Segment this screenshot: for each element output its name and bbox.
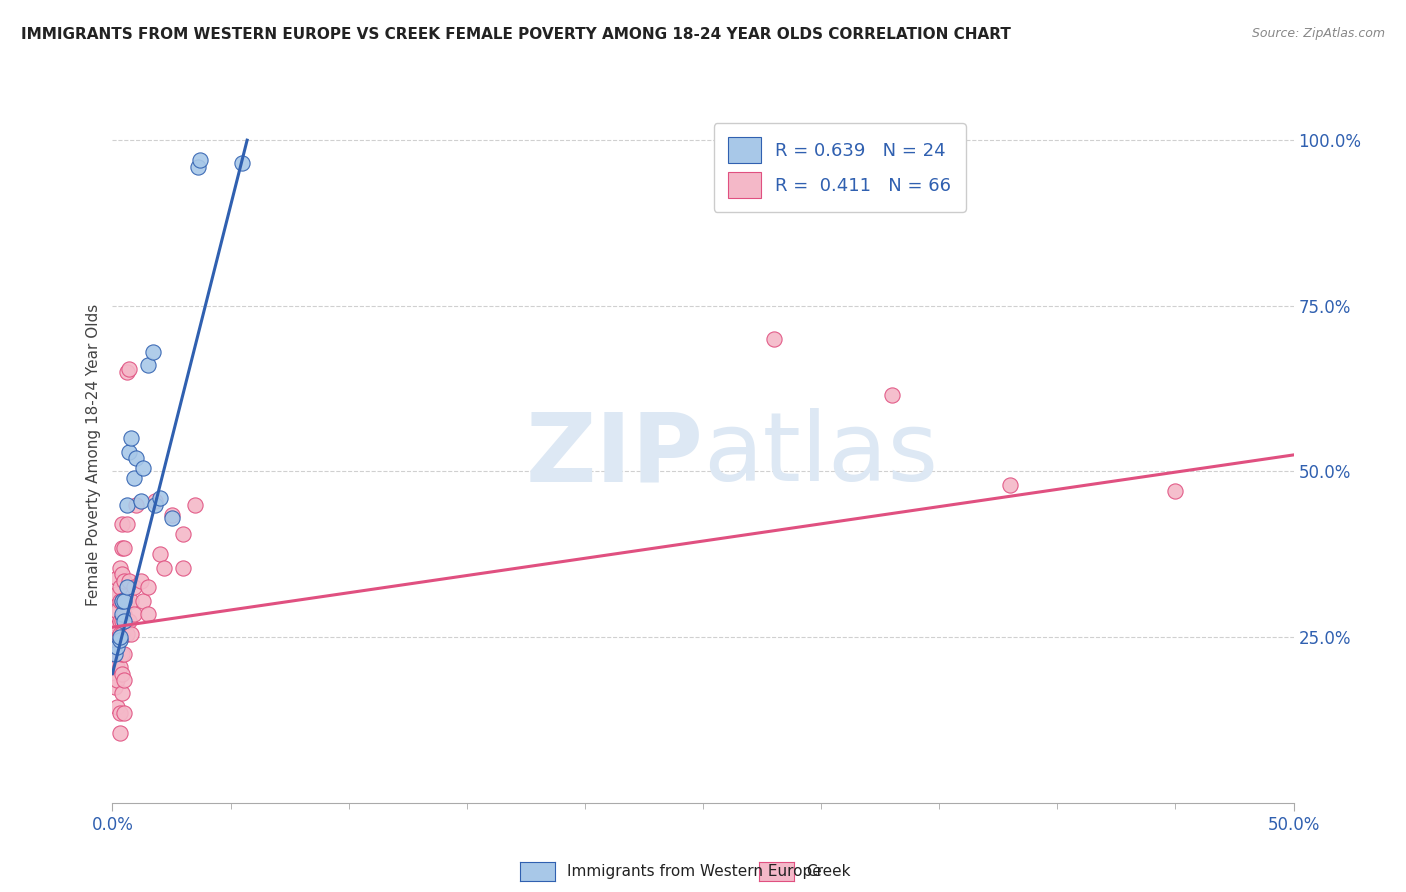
- Text: Creek: Creek: [806, 864, 851, 879]
- Point: [998, 477, 1021, 491]
- Point: [105, 647, 128, 661]
- Point: [112, 673, 135, 688]
- Point: [184, 498, 207, 512]
- Point: [118, 444, 141, 458]
- Point: [112, 706, 135, 721]
- Point: [111, 666, 134, 681]
- Point: [108, 614, 131, 628]
- Point: [105, 570, 128, 584]
- Point: [132, 461, 155, 475]
- Point: [160, 511, 183, 525]
- Point: [118, 614, 141, 628]
- Point: [136, 581, 159, 595]
- Point: [125, 451, 148, 466]
- Point: [172, 527, 194, 541]
- Point: [122, 471, 145, 485]
- Text: Source: ZipAtlas.com: Source: ZipAtlas.com: [1251, 27, 1385, 40]
- Point: [120, 593, 142, 607]
- Point: [129, 494, 152, 508]
- Point: [188, 153, 211, 167]
- Point: [105, 587, 128, 601]
- Point: [108, 581, 131, 595]
- Point: [111, 593, 134, 607]
- Point: [153, 560, 176, 574]
- Point: [112, 593, 135, 607]
- Point: [111, 567, 134, 582]
- Point: [115, 517, 138, 532]
- Point: [186, 160, 208, 174]
- Point: [142, 345, 165, 359]
- Point: [122, 581, 145, 595]
- Point: [115, 365, 138, 379]
- Point: [115, 593, 138, 607]
- Legend: R = 0.639   N = 24, R =  0.411   N = 66: R = 0.639 N = 24, R = 0.411 N = 66: [714, 123, 966, 212]
- Point: [105, 673, 128, 688]
- Y-axis label: Female Poverty Among 18-24 Year Olds: Female Poverty Among 18-24 Year Olds: [86, 304, 101, 606]
- Point: [105, 620, 128, 634]
- Point: [108, 726, 131, 740]
- Point: [112, 541, 135, 555]
- Text: atlas: atlas: [703, 409, 938, 501]
- Point: [112, 647, 135, 661]
- Point: [115, 581, 138, 595]
- Point: [112, 614, 135, 628]
- Text: IMMIGRANTS FROM WESTERN EUROPE VS CREEK FEMALE POVERTY AMONG 18-24 YEAR OLDS COR: IMMIGRANTS FROM WESTERN EUROPE VS CREEK …: [21, 27, 1011, 42]
- Point: [108, 630, 131, 644]
- Point: [111, 607, 134, 621]
- Point: [125, 498, 148, 512]
- Point: [112, 574, 135, 588]
- Point: [122, 607, 145, 621]
- Point: [111, 686, 134, 700]
- Point: [880, 388, 903, 402]
- Point: [1164, 484, 1187, 499]
- Point: [143, 494, 166, 508]
- Point: [104, 607, 127, 621]
- Point: [111, 541, 134, 555]
- Point: [149, 491, 172, 505]
- Point: [108, 560, 131, 574]
- Point: [105, 633, 128, 648]
- Point: [136, 607, 159, 621]
- Point: [143, 498, 166, 512]
- Point: [115, 498, 138, 512]
- Point: [160, 508, 183, 522]
- Point: [104, 680, 127, 694]
- Text: Immigrants from Western Europe: Immigrants from Western Europe: [567, 864, 821, 879]
- Point: [105, 699, 128, 714]
- Point: [120, 627, 142, 641]
- Point: [231, 156, 253, 170]
- Point: [105, 604, 128, 618]
- Point: [111, 614, 134, 628]
- Point: [149, 547, 172, 561]
- Point: [108, 660, 131, 674]
- Text: ZIP: ZIP: [524, 409, 703, 501]
- Point: [136, 359, 159, 373]
- Point: [111, 593, 134, 607]
- Point: [111, 647, 134, 661]
- Point: [129, 574, 152, 588]
- Point: [108, 627, 131, 641]
- Point: [105, 640, 128, 654]
- Point: [118, 574, 141, 588]
- Point: [108, 593, 131, 607]
- Point: [108, 647, 131, 661]
- Point: [105, 660, 128, 674]
- Point: [132, 593, 155, 607]
- Point: [108, 706, 131, 721]
- Point: [104, 630, 127, 644]
- Point: [120, 431, 142, 445]
- Point: [104, 643, 127, 657]
- Point: [172, 560, 194, 574]
- Point: [104, 647, 127, 661]
- Point: [108, 633, 131, 648]
- Point: [762, 332, 785, 346]
- Point: [112, 607, 135, 621]
- Point: [104, 591, 127, 605]
- Point: [111, 517, 134, 532]
- Point: [118, 361, 141, 376]
- Point: [104, 660, 127, 674]
- Point: [111, 627, 134, 641]
- Point: [115, 627, 138, 641]
